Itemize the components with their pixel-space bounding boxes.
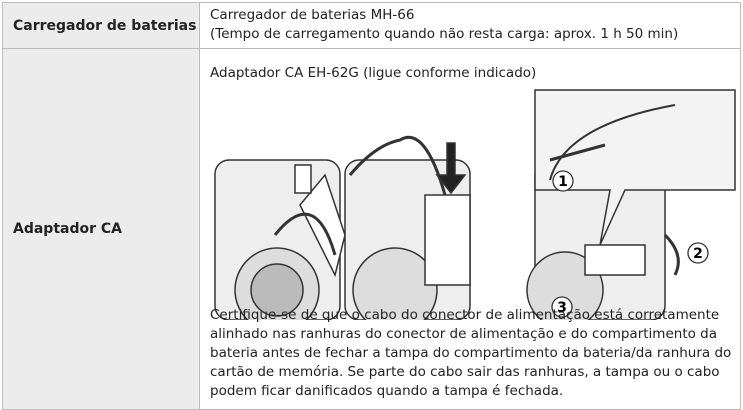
callout: 3 <box>557 300 567 316</box>
callout: 1 <box>558 174 568 190</box>
cable <box>549 104 676 181</box>
row-label-cell: Carregador de baterias <box>2 2 200 49</box>
row-label: Carregador de baterias <box>13 17 197 34</box>
text-line: (Tempo de carregamento quando não resta … <box>210 26 679 42</box>
arrow <box>663 233 680 276</box>
plug <box>294 164 312 194</box>
text-line: Certifique-se de que o cabo do conector … <box>210 307 720 323</box>
arrow <box>549 143 606 162</box>
lens <box>352 247 438 320</box>
lens <box>526 251 604 320</box>
text-line: cartão de memória. Se parte do cabo sair… <box>210 364 720 380</box>
callout-circle <box>687 242 709 264</box>
text-line: Carregador de baterias MH-66 <box>210 7 415 23</box>
row-label: Adaptador CA <box>13 221 122 237</box>
text-line: alinhado nas ranhuras do conector de ali… <box>210 326 718 342</box>
callout-circle <box>551 296 573 318</box>
cover <box>584 244 646 276</box>
text-line: bateria antes de fechar a tampa do compa… <box>210 345 732 361</box>
inset <box>534 89 736 246</box>
cable <box>348 135 447 196</box>
illustration: 1 2 3 <box>214 89 736 320</box>
caption: Adaptador CA EH-62G (ligue conforme indi… <box>210 65 537 81</box>
callout: 2 <box>693 246 703 262</box>
adapter <box>424 194 471 286</box>
callout-circle <box>552 170 574 192</box>
arrow <box>435 142 467 195</box>
text-line: podem ficar danificados quando a tampa é… <box>210 383 564 399</box>
lens <box>250 263 304 317</box>
row-label-cell: Adaptador CA <box>2 48 200 410</box>
arrow <box>273 212 337 256</box>
